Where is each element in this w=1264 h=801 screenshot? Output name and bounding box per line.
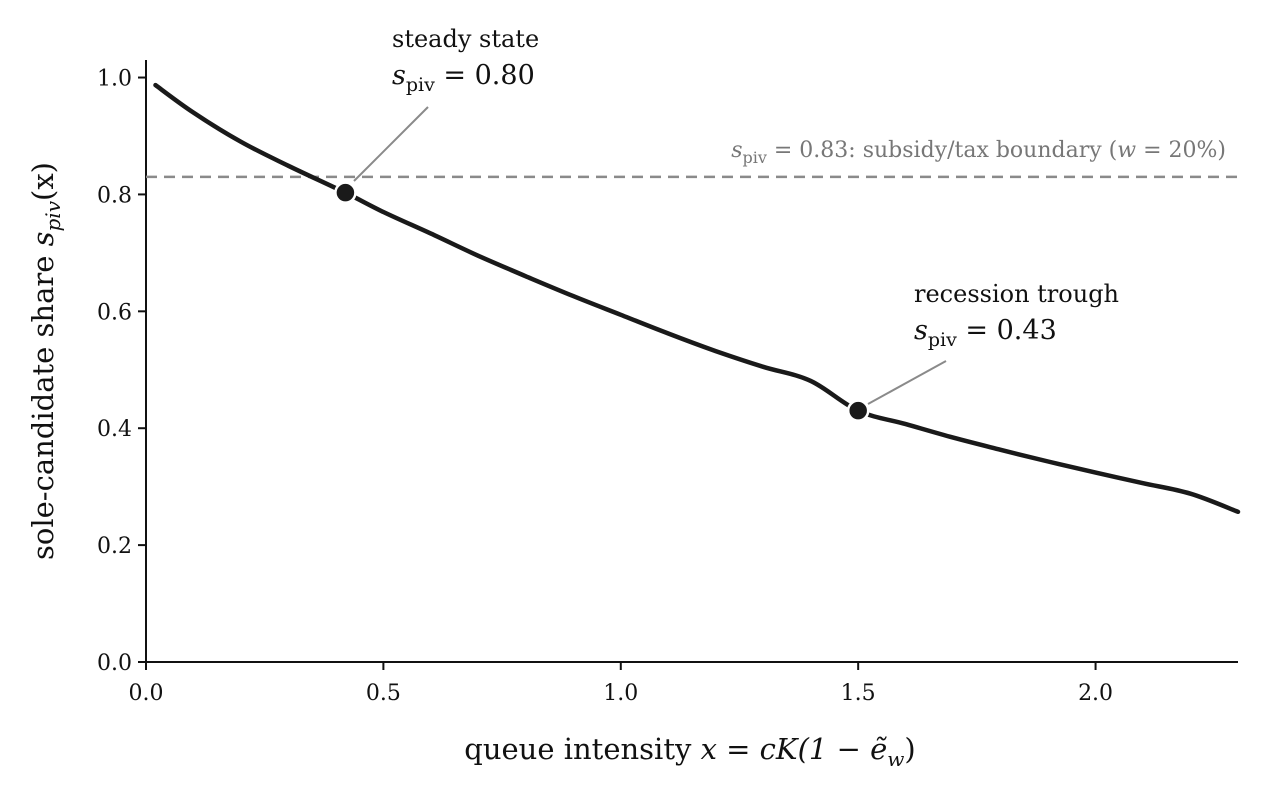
x-tick-label: 0.0 [129, 681, 164, 706]
x-ticks: 0.0 0.5 1.0 1.5 2.0 [129, 662, 1113, 706]
recession-trough-label: recession trough [914, 280, 1119, 308]
x-tick-label: 0.5 [366, 681, 401, 706]
y-tick-label: 1.0 [97, 67, 132, 92]
x-axis-title: queue intensity x = cK(1 − ẽw) [464, 732, 915, 771]
x-tick-label: 1.0 [603, 681, 638, 706]
x-tick-label: 2.0 [1078, 681, 1113, 706]
recession-trough-point [846, 399, 870, 422]
highlight-points [334, 181, 870, 422]
y-tick-label: 0.2 [97, 534, 132, 559]
reference-line-label: spiv = 0.83: subsidy/tax boundary (w = 2… [731, 138, 1226, 167]
steady-state-leader [353, 106, 429, 182]
x-tick-label: 1.5 [841, 681, 876, 706]
y-ticks: 0.0 0.2 0.4 0.6 0.8 1.0 [97, 67, 146, 676]
y-tick-label: 0.8 [97, 183, 132, 208]
y-tick-label: 0.0 [97, 651, 132, 676]
y-axis-title: sole-candidate share spiv(x) [26, 162, 65, 560]
recession-trough-value: spiv = 0.43 [914, 315, 1057, 351]
steady-state-point [334, 181, 357, 204]
steady-state-value: spiv = 0.80 [392, 60, 535, 96]
y-tick-label: 0.4 [97, 417, 132, 442]
recession-trough-leader [867, 360, 947, 405]
y-tick-label: 0.6 [97, 300, 132, 325]
steady-state-label: steady state [392, 25, 539, 53]
